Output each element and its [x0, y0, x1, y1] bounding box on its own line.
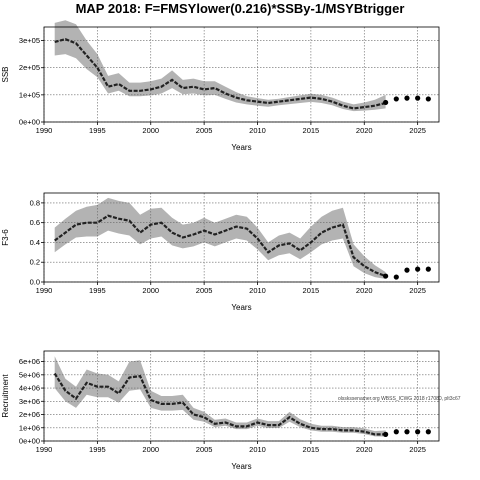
y-tick-label: 2e+05	[19, 63, 40, 72]
y-tick-label: 1e+06	[19, 423, 40, 432]
plot-frame	[43, 192, 440, 283]
x-tick-label: 2015	[303, 445, 320, 454]
x-tick-label: 2020	[356, 445, 373, 454]
projection-point	[425, 96, 431, 102]
y-tick-label: 1e+05	[19, 90, 40, 99]
x-tick-label: 2010	[249, 286, 266, 295]
y-tick-label: 6e+06	[19, 357, 40, 366]
projection-point	[404, 429, 410, 435]
x-tick-label: 2025	[409, 445, 426, 454]
confidence-band	[54, 20, 386, 112]
median-line	[54, 214, 386, 278]
projection-point	[404, 267, 410, 273]
y-tick-label: 0.6	[30, 218, 40, 227]
x-tick-label: 2020	[356, 126, 373, 135]
y-tick-label: 0.0	[30, 278, 40, 287]
y-tick-label: 0.2	[30, 258, 40, 267]
projection-point	[393, 274, 399, 280]
projection-point	[425, 266, 431, 272]
x-tick-label: 2020	[356, 286, 373, 295]
ssb-panel: 1990 1995 2000 2005 2010 2015 2020 2025 0e+00 1e+…	[1, 20, 440, 152]
projection-point	[383, 273, 389, 279]
projection-point	[383, 99, 389, 106]
y-axis-label: F3-6	[1, 229, 10, 246]
y-tick-label: 4e+06	[19, 384, 40, 393]
x-axis-label: Years	[231, 303, 251, 312]
projection-point	[383, 431, 389, 437]
x-tick-label: 2025	[409, 126, 426, 135]
y-tick-label: 5e+06	[19, 370, 40, 379]
confidence-band	[54, 197, 386, 279]
y-tick-label: 0e+00	[19, 118, 40, 127]
x-tick-label: 1995	[89, 126, 106, 135]
x-axis-label: Years	[231, 462, 251, 471]
recruitment-panel: 1990 1995 2000 2005 2010 2015 2020 2025 0e+00 1e+…	[1, 350, 440, 471]
x-tick-label: 2000	[142, 286, 159, 295]
y-tick-label: 3e+05	[19, 36, 40, 45]
x-tick-label: 2000	[142, 445, 159, 454]
x-tick-label: 2005	[196, 286, 213, 295]
x-axis-label: Years	[231, 143, 251, 152]
projection-point	[404, 95, 410, 101]
projection-point	[393, 96, 399, 102]
x-tick-label: 1990	[36, 126, 53, 135]
x-tick-label: 2025	[409, 286, 426, 295]
y-tick-label: 0.4	[30, 238, 40, 247]
confidence-band	[54, 356, 386, 437]
x-tick-label: 1995	[89, 286, 106, 295]
x-tick-label: 2010	[249, 445, 266, 454]
y-axis-label: Recruitment	[1, 374, 10, 418]
x-tick-label: 2015	[303, 286, 320, 295]
x-tick-label: 2015	[303, 126, 320, 135]
figure-note: olsskssenamer.org WBSS_ICWG 2018 r17080,…	[338, 396, 461, 402]
y-tick-label: 2e+06	[19, 410, 40, 419]
median-line	[54, 38, 386, 110]
projection-point	[415, 429, 421, 435]
y-tick-label: 3e+06	[19, 397, 40, 406]
x-tick-label: 2005	[196, 445, 213, 454]
x-tick-label: 2010	[249, 126, 266, 135]
x-tick-label: 1995	[89, 445, 106, 454]
projection-point	[415, 266, 421, 272]
fishing-mortality-panel: 1990 1995 2000 2005 2010 2015 2020 2025 0.0 0.2 0.…	[1, 192, 440, 312]
figure-title: MAP 2018: F=FMSYlower(0.216)*SSBy-1/MSYB…	[76, 1, 405, 16]
plot-frame	[43, 26, 440, 123]
projection-point	[425, 429, 431, 435]
y-tick-label: 0.8	[30, 198, 40, 207]
x-tick-label: 1990	[36, 286, 53, 295]
projection-point	[415, 95, 421, 101]
y-axis-label: SSB	[1, 66, 10, 82]
plot-frame	[43, 350, 440, 442]
median-line	[53, 372, 386, 436]
x-tick-label: 1990	[36, 445, 53, 454]
x-tick-label: 2000	[142, 126, 159, 135]
x-tick-label: 2005	[196, 126, 213, 135]
y-tick-label: 0e+00	[19, 437, 40, 446]
projection-point	[393, 429, 399, 435]
